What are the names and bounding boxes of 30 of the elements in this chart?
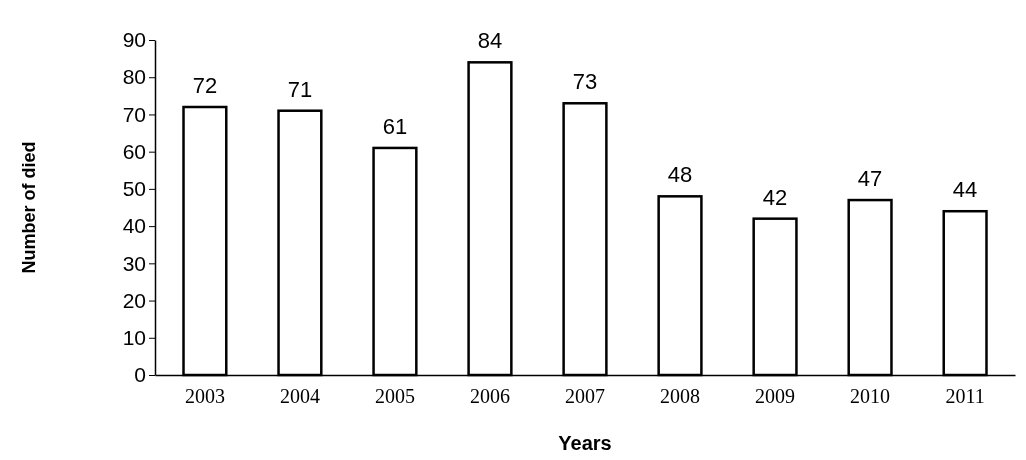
- data-label: 71: [287, 76, 313, 102]
- data-label: 72: [192, 73, 218, 98]
- data-label: 61: [382, 113, 408, 139]
- y-tick-label: 50: [122, 177, 146, 201]
- y-tick-label: 80: [122, 65, 146, 89]
- x-tick-label: 2008: [660, 385, 701, 408]
- data-label: 42: [762, 184, 788, 210]
- x-tick-label: 2005: [374, 385, 415, 408]
- x-tick-label: 2010: [850, 385, 891, 408]
- y-axis-title: Number of died: [19, 141, 39, 274]
- y-tick-label: 90: [122, 28, 146, 52]
- x-tick-label: 2003: [184, 385, 225, 408]
- y-tick-label: 60: [122, 139, 146, 163]
- x-tick-label: 2007: [565, 385, 605, 408]
- y-tick-label: 10: [122, 326, 146, 349]
- data-label: 47: [857, 166, 883, 192]
- data-label: 84: [477, 28, 503, 54]
- x-tick-label: 2009: [755, 385, 796, 408]
- data-label: 44: [952, 177, 978, 203]
- y-tick-label: 40: [122, 214, 146, 238]
- x-axis-title: Years: [558, 432, 612, 454]
- y-tick-label: 20: [122, 288, 146, 312]
- x-tick-label: 2004: [279, 385, 320, 408]
- y-tick-label: 70: [122, 102, 146, 126]
- y-tick-label: 30: [122, 251, 146, 275]
- data-label: 73: [572, 69, 598, 95]
- x-tick-label: 2011: [945, 385, 985, 408]
- y-tick-label: 0: [134, 363, 146, 387]
- data-label: 48: [667, 162, 693, 188]
- x-tick-label: 2006: [469, 385, 510, 408]
